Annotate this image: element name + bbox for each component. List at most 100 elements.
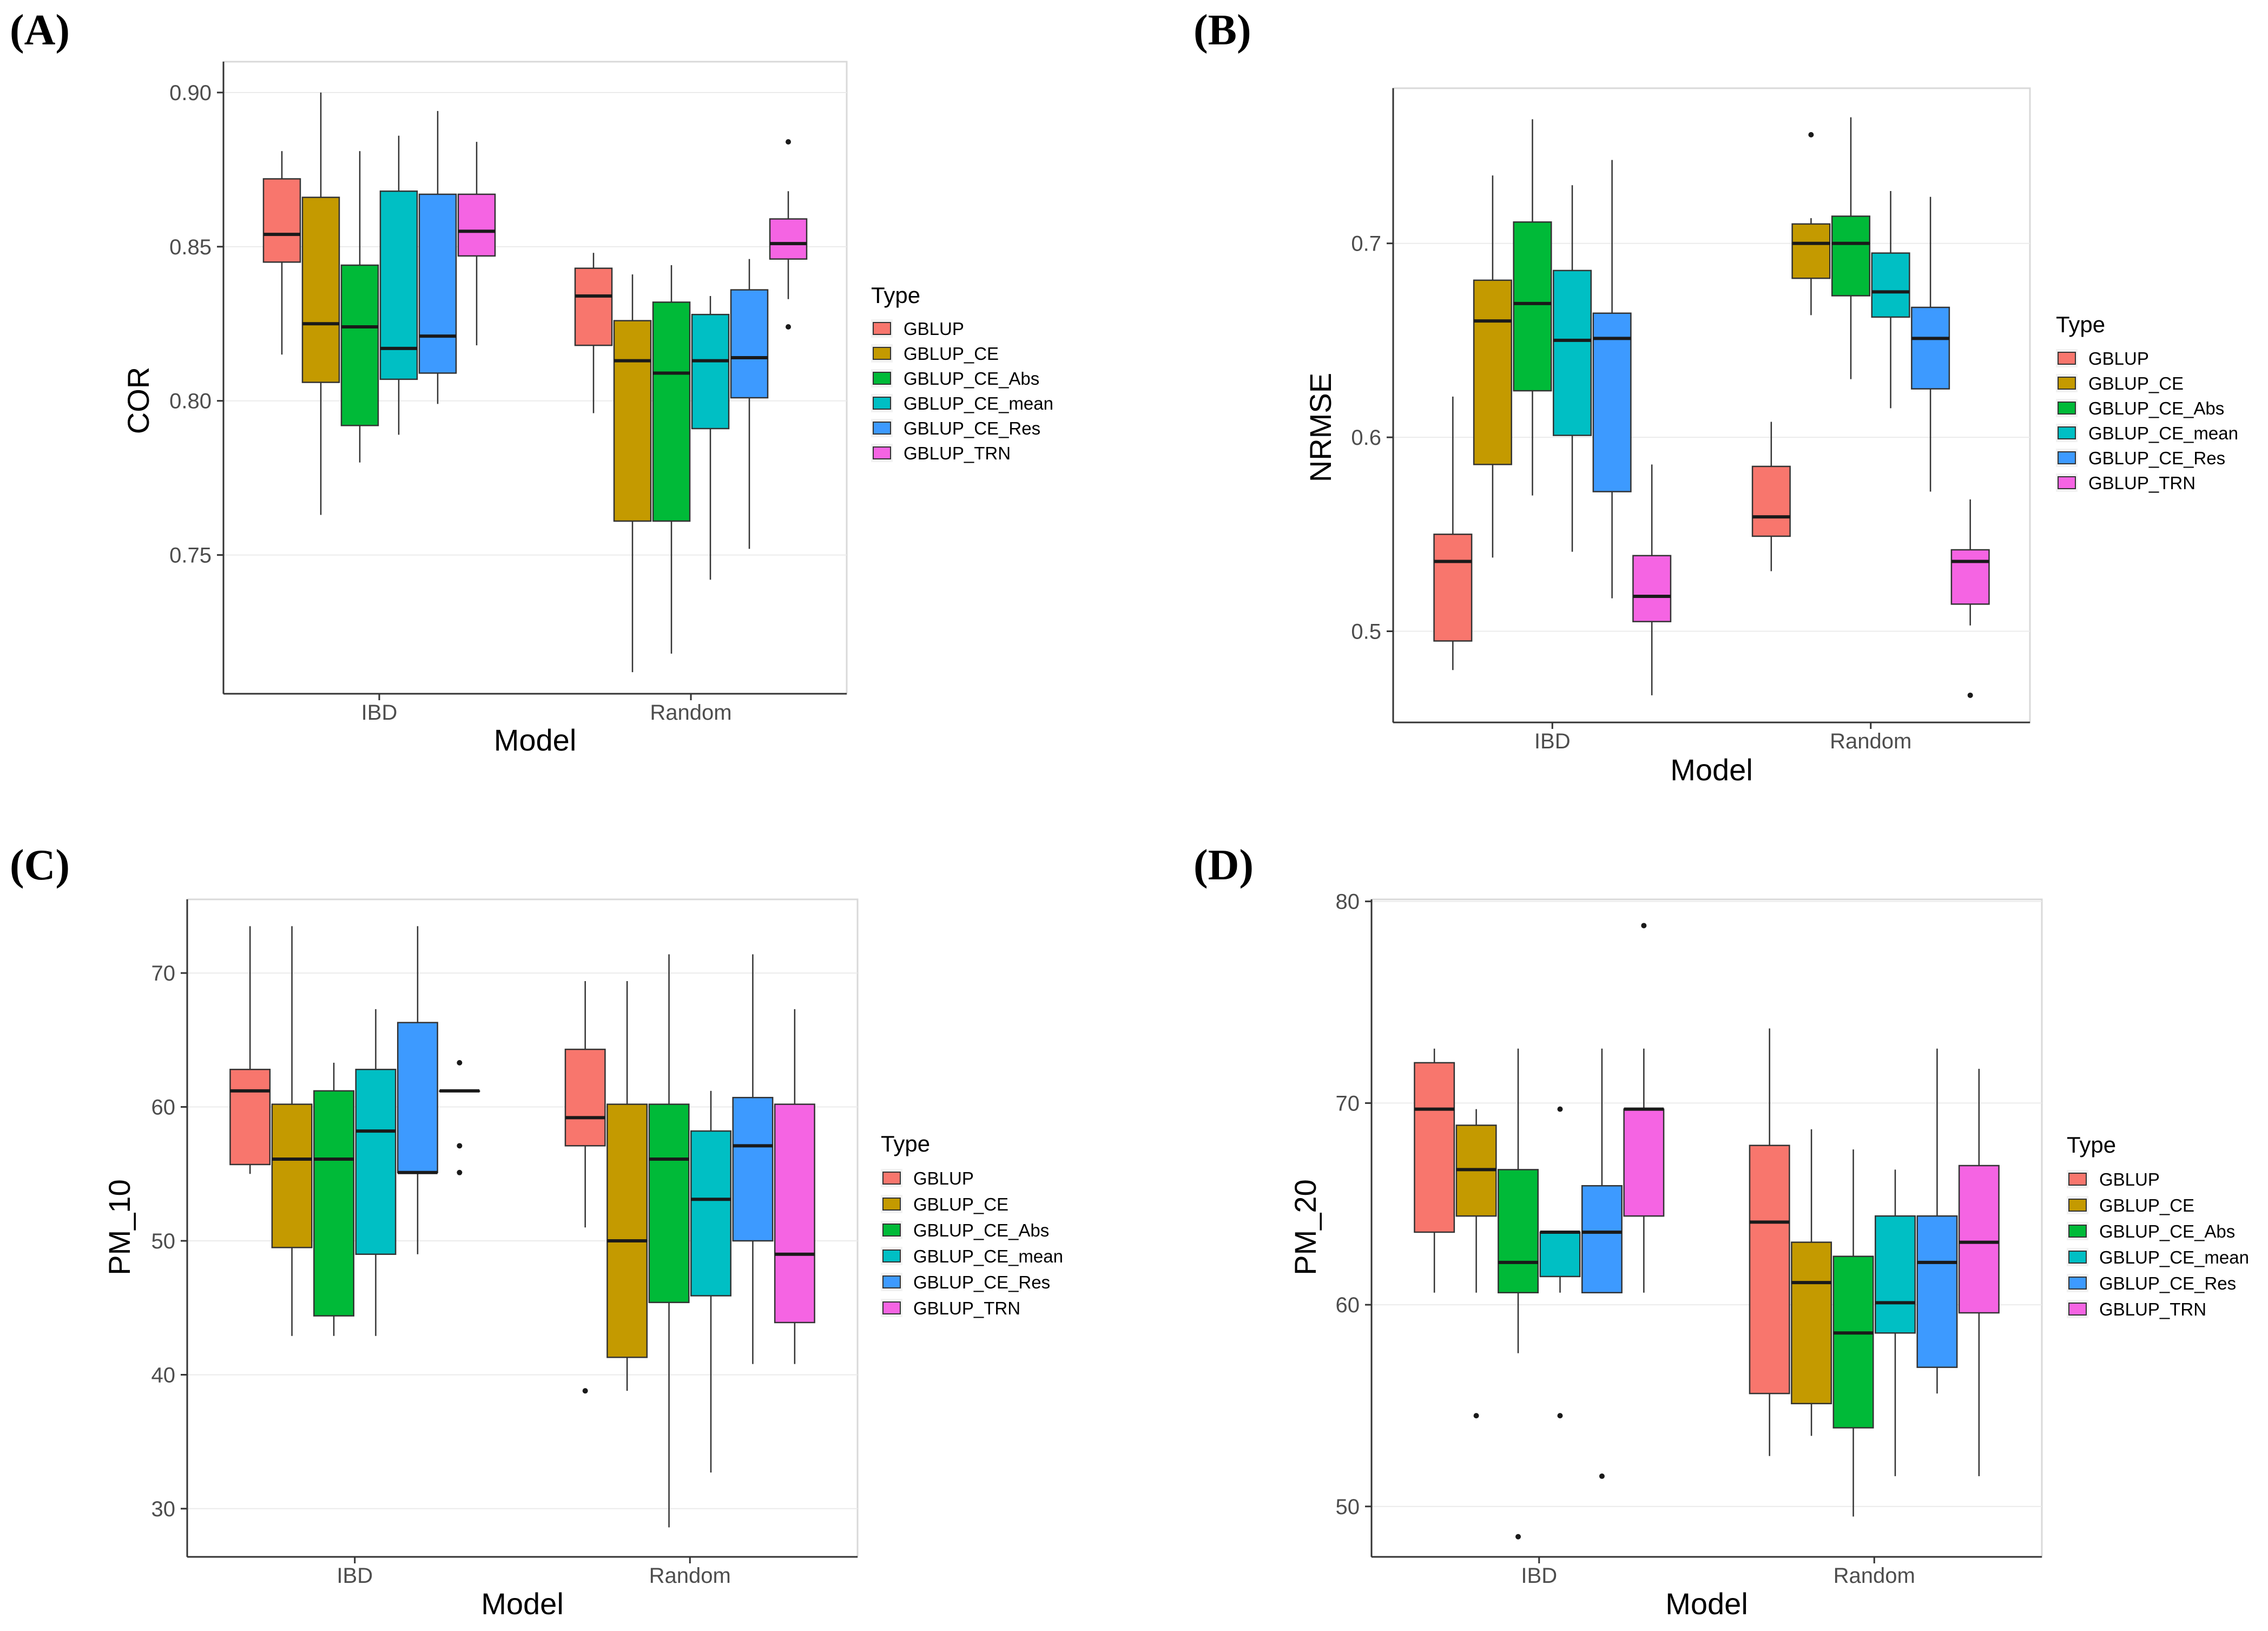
legend-item: GBLUP_CE [881,1194,1008,1214]
box-GBLUP_CE-IBD [301,92,340,515]
box-GBLUP_CE_Abs-IBD [340,151,379,463]
x-tick-label: Random [649,1564,731,1588]
y-tick-label: 0.5 [1351,620,1381,644]
box-GBLUP_TRN-Random [1958,1069,2000,1476]
box-body [1623,1108,1665,1217]
box-body [1871,252,1910,318]
box-body [1749,1145,1790,1395]
legend-label: GBLUP_CE_mean [2099,1247,2249,1267]
box-body [355,1069,397,1255]
box-body [340,264,379,426]
box-body [1553,269,1592,436]
box-GBLUP-IBD [1433,396,1473,670]
legend-item: GBLUP_CE_Abs [881,1220,1049,1240]
legend-swatch [873,422,891,435]
box-GBLUP_TRN-IBD [457,142,496,346]
box-body [1791,1241,1832,1404]
y-tick-label: 50 [1336,1495,1360,1519]
legend-title: Type [881,1131,930,1156]
box-body [229,1069,271,1166]
y-tick-label: 0.75 [169,544,212,568]
y-tick-label: 0.80 [169,390,212,413]
x-tick-label: IBD [361,701,398,725]
legend-swatch [882,1224,901,1237]
box-body [1539,1231,1581,1278]
legend-label: GBLUP_TRN [904,443,1011,463]
box-body [1950,549,1990,605]
box-body [1581,1185,1623,1294]
box-body [1473,279,1512,465]
box-body [1433,534,1473,642]
box-GBLUP_CE_Res-IBD [1581,1048,1623,1479]
legend-label: GBLUP_CE_Abs [913,1220,1049,1240]
box-GBLUP_CE_Res-Random [730,259,769,549]
outlier-point [1641,923,1647,929]
box-GBLUP-Random [1749,1028,1790,1456]
panel-d: (D) 50 60 70 80 IBD Random Model PM_20 Type GBLUP G… [1194,841,2249,1621]
box-GBLUP_TRN-IBD [1632,464,1672,695]
legend-item: GBLUP_CE_Res [2056,448,2225,468]
box-body [1498,1169,1539,1294]
box-body [262,178,301,263]
panel-c: (C) 30 40 50 60 70 IBD Random Model PM_10 Type GBLU… [10,841,1063,1621]
panel-letter: (A) [10,6,70,54]
box-GBLUP_CE_mean-Random [690,1090,731,1473]
legend-label: GBLUP_CE_mean [913,1246,1063,1266]
x-tick-label: IBD [337,1564,373,1588]
box-GBLUP-Random [564,981,606,1394]
legend-swatch [2068,1225,2087,1238]
legend-swatch [2068,1173,2087,1186]
box-body [1632,555,1672,622]
y-axis-title: PM_10 [102,1179,136,1275]
legend-swatch [882,1198,901,1211]
box-body [1832,1255,1874,1429]
legend-label: GBLUP [2088,348,2149,369]
legend-swatch [882,1172,901,1185]
legend: Type GBLUP GBLUP_CE GBLUP_CE_Abs GBLUP_CE_me… [871,282,1053,463]
box-body [397,1022,438,1174]
legend-swatch [873,347,891,360]
box-body [1791,223,1831,279]
box-GBLUP_CE_Abs-Random [1831,117,1870,379]
legend-swatch [2058,377,2076,390]
box-body [457,193,496,257]
legend-swatch [873,397,891,410]
legend-item: GBLUP_CE_mean [881,1246,1063,1266]
x-tick-label: Random [650,701,731,725]
box-body [691,313,730,430]
box-GBLUP_CE_mean-IBD [1553,185,1592,552]
y-tick-label: 60 [1336,1293,1360,1317]
box-GBLUP_CE_Res-Random [1916,1048,1958,1394]
legend-label: GBLUP_CE_Res [2099,1273,2236,1293]
legend-item: GBLUP [871,319,964,339]
legend-item: GBLUP_TRN [871,443,1011,463]
box-body [379,190,418,380]
outlier-point [1808,132,1814,138]
legend-swatch [873,372,891,385]
legend-item: GBLUP_CE_Res [871,418,1040,438]
box-GBLUP_CE_mean-IBD [1539,1106,1581,1419]
box-body [1592,312,1632,492]
legend-title: Type [2067,1132,2116,1158]
legend-item: GBLUP_CE_Abs [2056,398,2224,418]
legend-item: GBLUP_CE_mean [2056,423,2238,443]
legend-swatch [2068,1251,2087,1264]
legend-label: GBLUP [904,319,964,339]
legend-item: GBLUP_CE_Res [881,1272,1050,1292]
box-GBLUP_CE_mean-IBD [355,1009,397,1336]
panel-a: (A) 0.75 0.80 0.85 0.90 IBD Random Model COR Type… [10,6,1053,757]
box-body [652,301,691,522]
box-GBLUP_CE_Res-IBD [397,926,438,1254]
legend-label: GBLUP_CE [913,1194,1008,1214]
legend-swatch [2058,451,2076,464]
box-body [564,1048,606,1147]
legend-item: GBLUP_CE_Abs [2067,1221,2235,1241]
outlier-point [1515,1534,1521,1540]
outlier-point [457,1169,463,1175]
y-axis-title: PM_20 [1288,1179,1322,1275]
legend-swatch [882,1275,901,1288]
y-tick-label: 60 [151,1096,176,1120]
box-GBLUP-Random [574,253,613,413]
box-body [271,1103,313,1248]
